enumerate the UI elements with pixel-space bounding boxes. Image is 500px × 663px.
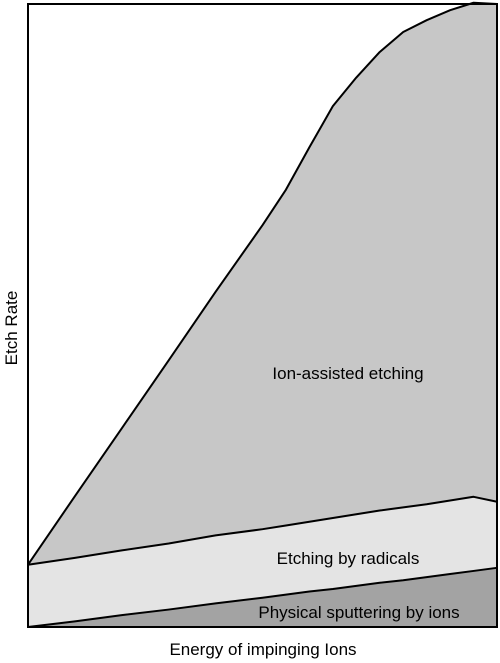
label-ion-assisted-etching: Ion-assisted etching [272, 364, 423, 383]
series-boundaries [27, 1, 498, 628]
plot-frame [27, 3, 498, 628]
area-etching-by-radicals [28, 496, 497, 627]
x-axis-label: Energy of impinging Ions [169, 640, 356, 659]
label-etching-by-radicals: Etching by radicals [277, 549, 420, 568]
label-physical-sputtering: Physical sputtering by ions [258, 603, 459, 622]
stacked-areas [28, 2, 497, 627]
area-ion-assisted-etching [28, 2, 497, 565]
y-axis-label: Etch Rate [2, 291, 21, 366]
area-physical-sputtering-by-ions [28, 567, 497, 627]
boundary-ion-assisted-etching [27, 1, 498, 566]
boundary-physical-sputtering-by-ions [27, 566, 498, 628]
boundary-etching-by-radicals [27, 495, 498, 566]
